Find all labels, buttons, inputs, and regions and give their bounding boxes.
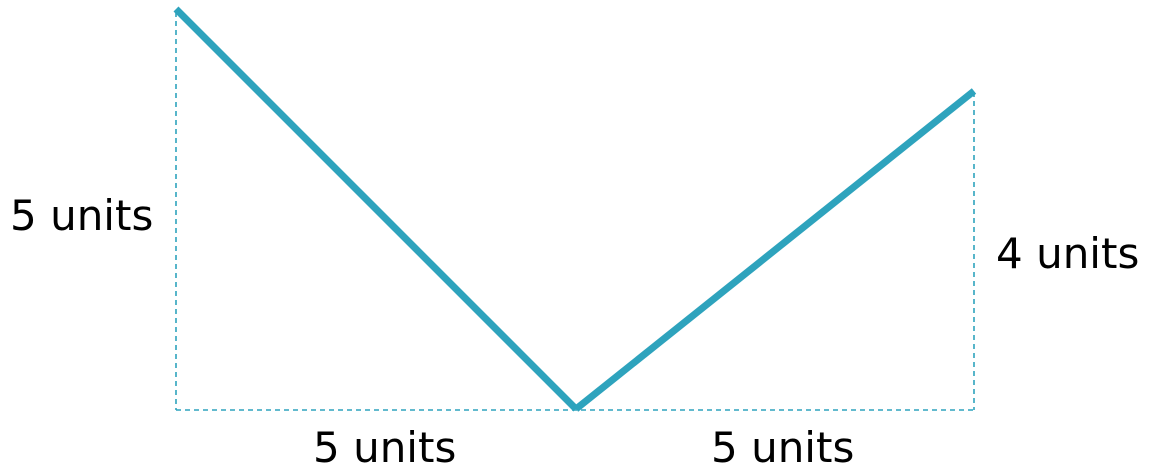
right-height-label: 4 units xyxy=(996,229,1139,278)
left-height-label: 5 units xyxy=(10,191,153,240)
left-base-label: 5 units xyxy=(313,423,456,471)
right-base-label: 5 units xyxy=(711,423,854,471)
left-segment xyxy=(173,6,579,412)
right-segment xyxy=(573,88,977,412)
